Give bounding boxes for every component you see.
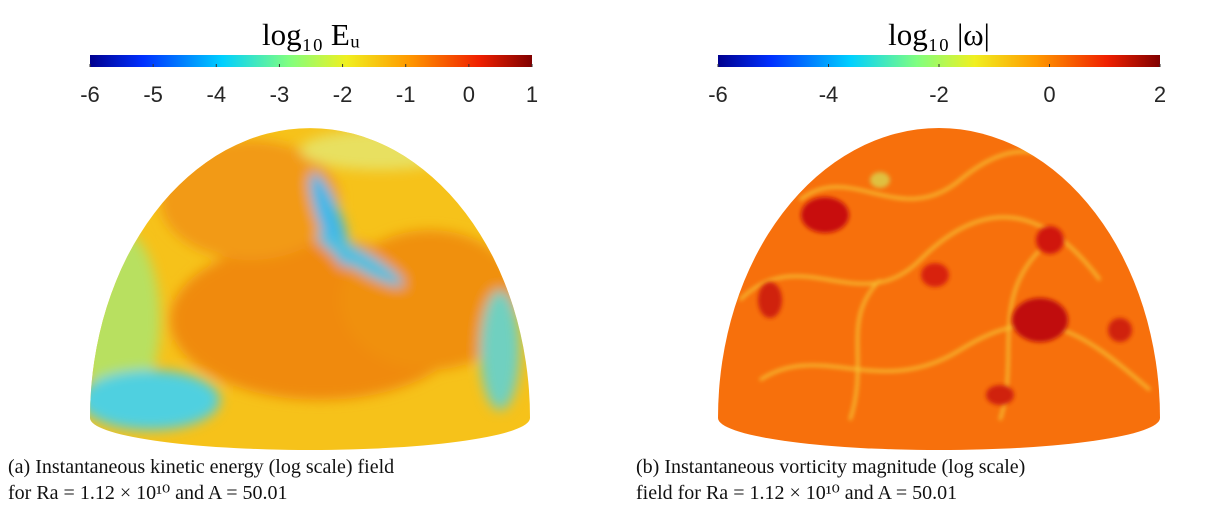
colorbar [90, 55, 532, 67]
colorbar-tick-label: -6 [708, 82, 728, 107]
colorbar-tick-label: -4 [819, 82, 839, 107]
colorbar-tick-label: 2 [1154, 82, 1166, 107]
colorbar-tick-label: -3 [270, 82, 290, 107]
colorbar-tick-label: 0 [463, 82, 475, 107]
colorbar-tick-label: -4 [207, 82, 227, 107]
caption-line: for Ra = 1.12 × 10¹⁰ and A = 50.01 [8, 482, 288, 504]
colorbar-title: log₁₀ |ω| [888, 17, 990, 52]
colorbar-tick-label: -2 [929, 82, 949, 107]
caption-line: field for Ra = 1.12 × 10¹⁰ and A = 50.01 [636, 482, 957, 504]
colorbar-title: log₁₀ Eᵤ [262, 17, 360, 52]
colorbar-tick-label: 1 [526, 82, 538, 107]
vorticity-field [718, 128, 1160, 450]
colorbar-tick-label: -1 [396, 82, 416, 107]
caption-line: (a) Instantaneous kinetic energy (log sc… [8, 456, 394, 478]
colorbar-tick-label: -5 [143, 82, 163, 107]
caption-line: (b) Instantaneous vorticity magnitude (l… [636, 456, 1025, 478]
colorbar-tick-label: -2 [333, 82, 353, 107]
colorbar-tick-label: -6 [80, 82, 100, 107]
kinetic-energy-field [90, 128, 530, 450]
colorbar-tick-label: 0 [1043, 82, 1055, 107]
